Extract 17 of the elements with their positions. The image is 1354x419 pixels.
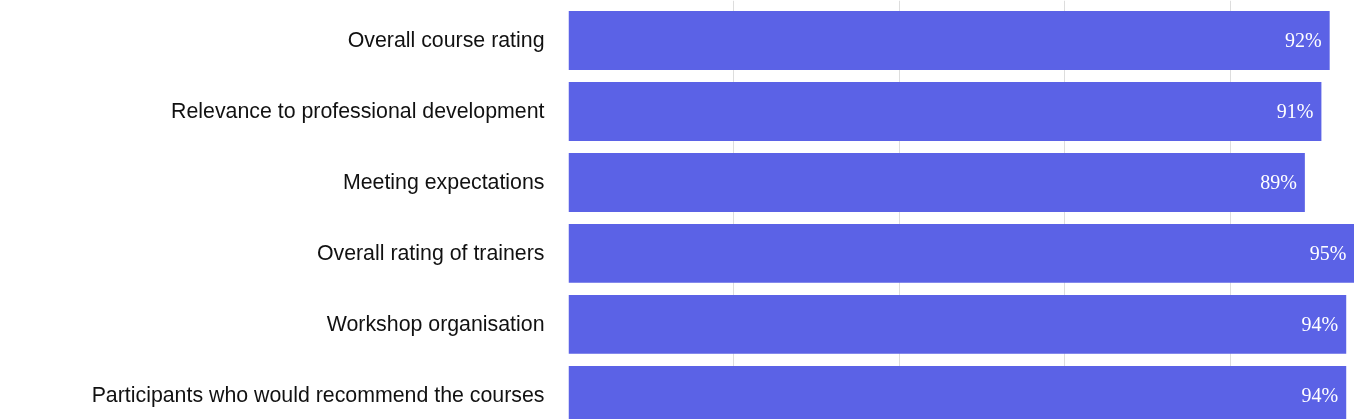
y-tick-label: Overall course rating [347, 28, 545, 53]
data-label: 92% [1285, 29, 1322, 52]
y-tick-label: Overall rating of trainers [316, 241, 545, 266]
data-label: 91% [1276, 100, 1314, 123]
data-label: 94% [1301, 384, 1339, 407]
y-tick-label: Meeting expectations [342, 170, 545, 195]
bar [568, 294, 1347, 354]
data-label: 89% [1260, 171, 1297, 194]
y-tick-label: Relevance to professional development [171, 99, 545, 124]
bar [568, 223, 1354, 283]
y-tick-label: Participants who would recommend the courses [91, 383, 545, 408]
y-tick-label: Workshop organisation [326, 312, 545, 337]
data-label: 95% [1309, 242, 1347, 265]
bar [568, 11, 1330, 70]
bar [568, 81, 1322, 141]
bar [568, 152, 1305, 212]
data-label: 94% [1301, 313, 1339, 336]
